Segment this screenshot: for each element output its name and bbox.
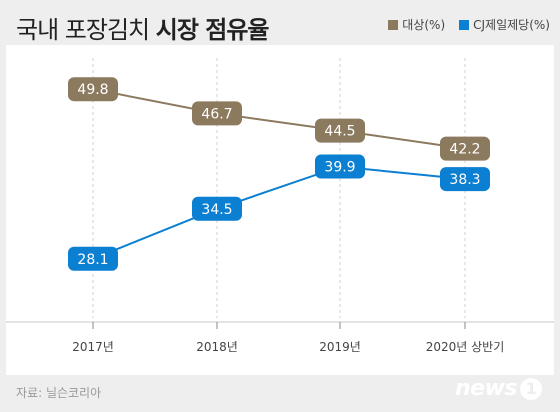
source-note: 자료: 닐슨코리아 — [16, 386, 102, 400]
data-point-0-3 — [440, 136, 490, 161]
legend-label-daesang: 대상(%) — [402, 18, 446, 32]
data-point-0-1 — [192, 101, 242, 126]
legend-swatch-daesang — [388, 19, 399, 30]
data-label-1-1: 34.5 — [201, 202, 232, 218]
data-point-0-0 — [68, 77, 118, 102]
logo-mark: 1 — [520, 377, 542, 400]
legend-swatch-cj — [459, 19, 470, 30]
data-label-1-0: 28.1 — [77, 252, 108, 268]
line-chart: 2017년 2018년 2019년 2020년 상반기 49.8 46.7 44.5 42.2… — [6, 58, 554, 354]
title-bold: 시장 점유율 — [155, 16, 270, 44]
title-regular: 국내 포장김치 — [16, 16, 150, 44]
x-tick-label-0: 2017년 — [72, 340, 114, 354]
x-tick-label-1: 2018년 — [196, 340, 238, 354]
data-label-0-3: 42.2 — [449, 142, 480, 158]
data-point-1-2 — [315, 154, 365, 179]
legend: 대상(%) CJ제일제당(%) — [378, 16, 550, 33]
data-label-0-2: 44.5 — [324, 124, 355, 140]
legend-label-cj: CJ제일제당(%) — [473, 18, 550, 32]
data-point-0-2 — [315, 118, 365, 143]
data-label-0-0: 49.8 — [77, 82, 108, 98]
logo-text: news — [454, 376, 518, 401]
x-tick-label-3: 2020년 상반기 — [426, 340, 505, 354]
data-point-1-1 — [192, 196, 242, 221]
news1-logo: news 1 — [455, 376, 542, 401]
series-line-0 — [92, 88, 466, 150]
x-tick-label-2: 2019년 — [319, 340, 361, 354]
data-label-0-1: 46.7 — [201, 106, 232, 122]
data-point-1-3 — [440, 167, 490, 192]
data-point-1-0 — [68, 246, 118, 271]
series-line-1 — [92, 165, 466, 260]
chart-title: 국내 포장김치 시장 점유율 — [16, 10, 270, 45]
data-label-1-3: 38.3 — [449, 172, 480, 188]
data-label-1-2: 39.9 — [324, 160, 355, 176]
